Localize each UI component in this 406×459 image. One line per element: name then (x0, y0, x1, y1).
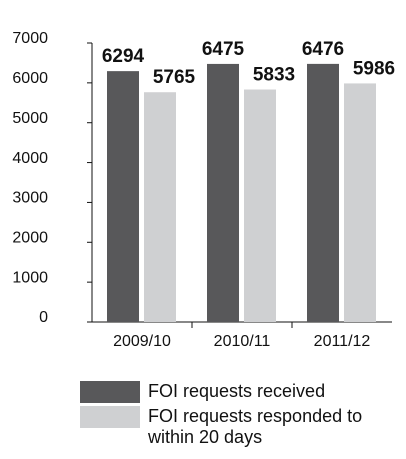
legend-item: FOI requests received (80, 381, 400, 403)
bar (244, 89, 276, 323)
value-label: 6294 (102, 46, 145, 67)
legend-swatch (80, 381, 140, 403)
value-label: 6475 (202, 39, 245, 60)
bar (107, 71, 139, 322)
y-tick-label: 1000 (12, 269, 48, 286)
value-label: 5765 (153, 67, 196, 88)
value-label: 6476 (302, 39, 344, 60)
legend-item: FOI requests responded to within 20 days (80, 406, 400, 448)
y-tick-label: 3000 (12, 190, 48, 207)
y-tick-label: 4000 (12, 150, 48, 167)
bar (144, 92, 176, 322)
value-label: 5833 (253, 65, 295, 86)
legend-swatch (80, 406, 140, 428)
legend: FOI requests received FOI requests respon… (80, 381, 400, 451)
bar (344, 83, 376, 322)
x-tick-label: 2010/11 (214, 333, 271, 350)
bar (207, 63, 239, 323)
legend-label: FOI requests responded to within 20 days (148, 406, 363, 447)
y-tick-label: 6000 (12, 70, 48, 87)
y-tick-label: 5000 (12, 110, 48, 127)
bar (307, 63, 339, 323)
value-label: 5986 (353, 58, 395, 79)
x-tick-label: 2011/12 (314, 333, 371, 350)
y-tick-label: 2000 (12, 230, 48, 247)
y-tick-label: 0 (39, 309, 48, 326)
y-tick-label: 7000 (12, 30, 48, 47)
x-tick-label: 2009/10 (113, 333, 171, 350)
chart: 0 1000 2000 3000 4000 5000 6000 7000 2009/10 2010… (12, 30, 395, 350)
legend-label: FOI requests received (148, 381, 326, 401)
